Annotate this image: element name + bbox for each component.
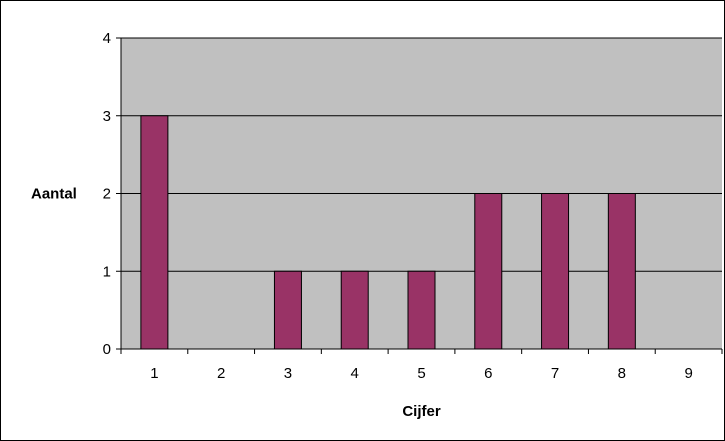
bar-6 [474, 193, 503, 350]
axes [116, 37, 723, 354]
x-tick-labels: 1 2 3 4 5 6 7 8 9 [150, 365, 693, 382]
x-tick-label: 6 [484, 365, 492, 382]
y-tick-label: 2 [103, 186, 111, 203]
bar-5 [407, 270, 436, 350]
y-tick-label: 4 [103, 30, 111, 47]
x-axis-title: Cijfer [402, 403, 441, 420]
bar-3 [273, 270, 302, 350]
x-tick-label: 5 [417, 365, 425, 382]
bar-4 [340, 270, 369, 350]
x-tick-label: 2 [217, 365, 225, 382]
bar-7 [541, 193, 570, 350]
y-tick-label: 3 [103, 108, 111, 125]
bar-8 [607, 193, 636, 350]
bars [140, 115, 636, 350]
y-tick-label: 1 [103, 263, 111, 280]
x-tick-label: 7 [551, 365, 559, 382]
x-tick-label: 4 [351, 365, 359, 382]
x-tick-label: 1 [150, 365, 158, 382]
y-tick-labels: 0 1 2 3 4 [103, 30, 111, 358]
y-axis-title: Aantal [31, 186, 77, 203]
x-tick-label: 8 [618, 365, 626, 382]
x-tick-label: 9 [684, 365, 692, 382]
x-tick-label: 3 [284, 365, 292, 382]
y-tick-label: 0 [103, 341, 111, 358]
bar-1 [140, 115, 169, 350]
